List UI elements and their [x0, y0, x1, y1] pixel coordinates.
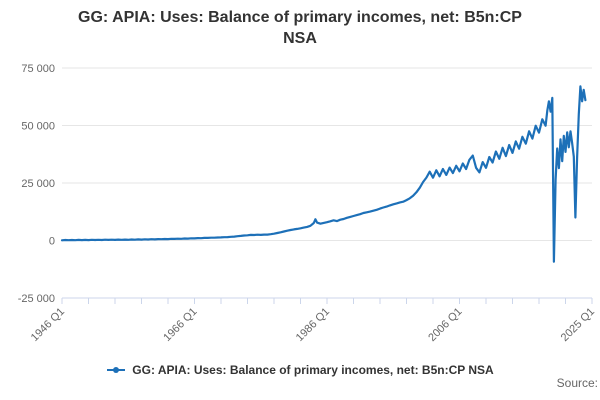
- chart-title: GG: APIA: Uses: Balance of primary incom…: [0, 7, 600, 49]
- x-tick-label: 2025 Q1: [559, 306, 597, 344]
- y-tick-label: 0: [49, 236, 55, 248]
- chart-title-line1: GG: APIA: Uses: Balance of primary incom…: [78, 9, 522, 26]
- x-tick-label: 2006 Q1: [426, 306, 464, 344]
- legend-label: GG: APIA: Uses: Balance of primary incom…: [132, 363, 494, 377]
- source-label: Source:: [556, 376, 598, 390]
- x-tick-label: 1946 Q1: [29, 306, 67, 344]
- legend-item[interactable]: GG: APIA: Uses: Balance of primary incom…: [0, 363, 600, 377]
- chart-title-line2: NSA: [283, 30, 317, 47]
- y-tick-label: 25 000: [21, 178, 55, 190]
- series-line[interactable]: [60, 85, 587, 263]
- x-tick-label: 1986 Q1: [294, 306, 332, 344]
- x-axis: 1946 Q1 1966 Q1 1986 Q1 2006 Q1 2025 Q1: [29, 297, 597, 344]
- x-tick-label: 1966 Q1: [161, 306, 199, 344]
- y-axis-labels: -25 000 0 25 000 50 000 75 000: [18, 63, 55, 305]
- y-tick-label: 75 000: [21, 63, 55, 75]
- y-tick-label: -25 000: [18, 293, 55, 305]
- legend-line-marker-icon: [107, 367, 126, 373]
- y-tick-label: 50 000: [21, 121, 55, 133]
- y-gridlines: [62, 67, 592, 299]
